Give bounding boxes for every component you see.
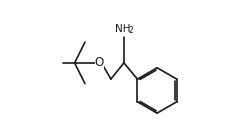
Text: NH: NH: [116, 24, 131, 34]
Text: 2: 2: [129, 26, 133, 35]
Text: O: O: [95, 56, 104, 69]
